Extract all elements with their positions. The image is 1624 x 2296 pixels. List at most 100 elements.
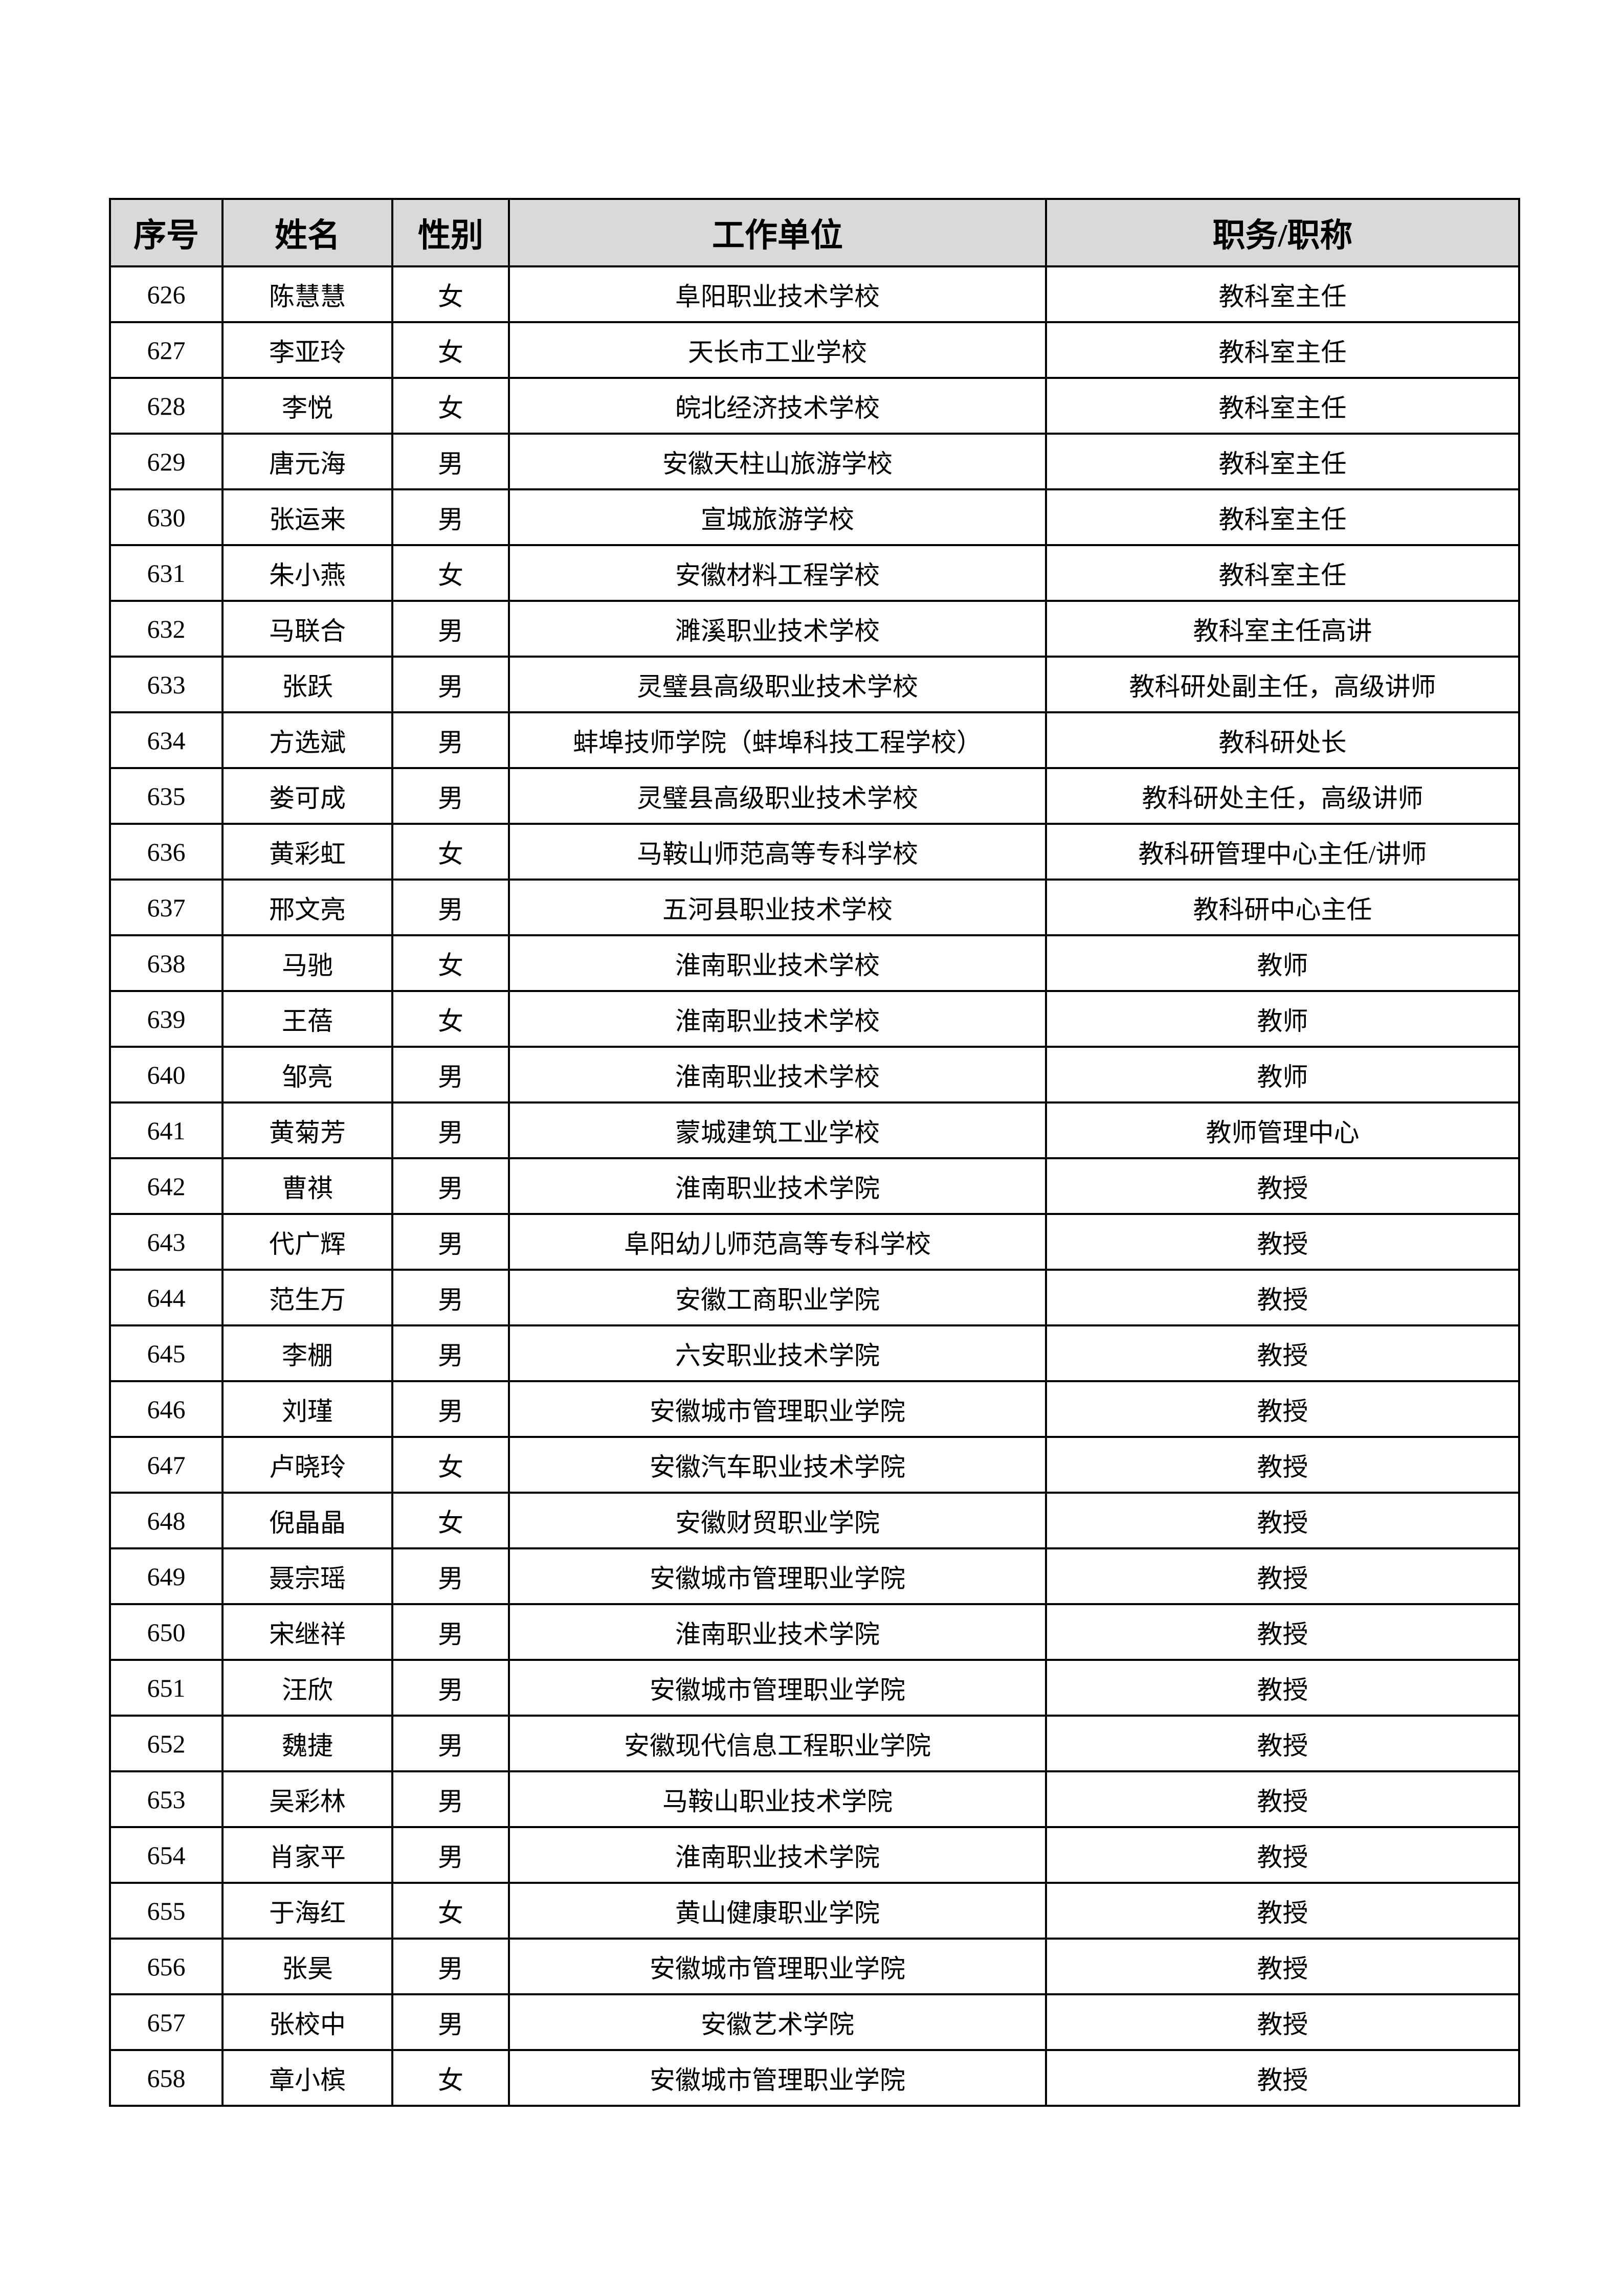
- header-workplace: 工作单位: [508, 198, 1047, 267]
- cell-gender: 男: [391, 1324, 510, 1382]
- table-row: 638 马驰女淮南职业技术学校 教师: [109, 934, 1520, 992]
- table-row: 633 张跃男灵璧县高级职业技术学校 教科研处副主任，高级讲师: [109, 656, 1520, 713]
- cell-title: 教授: [1045, 1993, 1520, 2051]
- cell-workplace: 濉溪职业技术学校: [508, 600, 1047, 658]
- cell-title: 教授: [1045, 1157, 1520, 1215]
- cell-name: 范生万: [221, 1269, 393, 1326]
- cell-title: 教科研处主任，高级讲师: [1045, 767, 1520, 825]
- cell-gender: 男: [391, 1157, 510, 1215]
- table-row: 642 曹祺男淮南职业技术学院 教授: [109, 1157, 1520, 1215]
- cell-gender: 女: [391, 265, 510, 323]
- cell-workplace: 六安职业技术学院: [508, 1324, 1047, 1382]
- table-row: 646 刘瑾男安徽城市管理职业学院 教授: [109, 1380, 1520, 1438]
- cell-workplace: 安徽天柱山旅游学校: [508, 433, 1047, 490]
- cell-workplace: 淮南职业技术学院: [508, 1603, 1047, 1661]
- cell-index: 650: [109, 1603, 224, 1661]
- table-row: 628 李悦女皖北经济技术学校 教科室主任: [109, 377, 1520, 435]
- cell-name: 黄彩虹: [221, 823, 393, 881]
- cell-title: 教授: [1045, 1826, 1520, 1884]
- cell-gender: 女: [391, 2049, 510, 2107]
- cell-index: 656: [109, 1938, 224, 1995]
- cell-name: 唐元海: [221, 433, 393, 490]
- cell-gender: 男: [391, 1380, 510, 1438]
- cell-workplace: 天长市工业学校: [508, 321, 1047, 379]
- cell-gender: 男: [391, 1547, 510, 1605]
- cell-index: 654: [109, 1826, 224, 1884]
- cell-workplace: 安徽现代信息工程职业学院: [508, 1715, 1047, 1772]
- cell-name: 马驰: [221, 934, 393, 992]
- cell-index: 653: [109, 1770, 224, 1828]
- table-row: 631 朱小燕女安徽材料工程学校 教科室主任: [109, 544, 1520, 602]
- cell-title: 教科室主任: [1045, 544, 1520, 602]
- cell-gender: 女: [391, 1882, 510, 1940]
- cell-name: 聂宗瑶: [221, 1547, 393, 1605]
- cell-index: 658: [109, 2049, 224, 2107]
- cell-workplace: 安徽城市管理职业学院: [508, 1380, 1047, 1438]
- cell-title: 教授: [1045, 1882, 1520, 1940]
- cell-gender: 女: [391, 1436, 510, 1494]
- header-row: 序号 姓名 性别 工作单位 职务/职称: [109, 198, 1520, 267]
- cell-name: 汪欣: [221, 1659, 393, 1717]
- table-row: 647 卢晓玲女安徽汽车职业技术学院 教授: [109, 1436, 1520, 1494]
- cell-gender: 男: [391, 1715, 510, 1772]
- cell-title: 教授: [1045, 1492, 1520, 1549]
- cell-index: 640: [109, 1046, 224, 1104]
- cell-workplace: 安徽城市管理职业学院: [508, 1659, 1047, 1717]
- cell-name: 倪晶晶: [221, 1492, 393, 1549]
- cell-title: 教科研管理中心主任/讲师: [1045, 823, 1520, 881]
- cell-title: 教科研中心主任: [1045, 879, 1520, 936]
- cell-workplace: 淮南职业技术学校: [508, 990, 1047, 1048]
- cell-name: 陈慧慧: [221, 265, 393, 323]
- cell-workplace: 蚌埠技师学院（蚌埠科技工程学校）: [508, 711, 1047, 769]
- table-row: 655 于海红女黄山健康职业学院 教授: [109, 1882, 1520, 1940]
- cell-title: 教科研处副主任，高级讲师: [1045, 656, 1520, 713]
- cell-workplace: 淮南职业技术学院: [508, 1157, 1047, 1215]
- table-row: 656 张昊男安徽城市管理职业学院 教授: [109, 1938, 1520, 1995]
- cell-workplace: 马鞍山师范高等专科学校: [508, 823, 1047, 881]
- table-row: 651 汪欣男安徽城市管理职业学院 教授: [109, 1659, 1520, 1717]
- cell-name: 李悦: [221, 377, 393, 435]
- table-row: 658 章小槟女安徽城市管理职业学院 教授: [109, 2049, 1520, 2107]
- cell-gender: 女: [391, 934, 510, 992]
- cell-name: 李亚玲: [221, 321, 393, 379]
- cell-title: 教授: [1045, 1659, 1520, 1717]
- cell-title: 教科室主任: [1045, 433, 1520, 490]
- cell-gender: 女: [391, 544, 510, 602]
- cell-name: 于海红: [221, 1882, 393, 1940]
- cell-index: 651: [109, 1659, 224, 1717]
- cell-title: 教师管理中心: [1045, 1101, 1520, 1159]
- cell-name: 李棚: [221, 1324, 393, 1382]
- table-row: 636 黄彩虹女马鞍山师范高等专科学校 教科研管理中心主任/讲师: [109, 823, 1520, 881]
- table-row: 629 唐元海男安徽天柱山旅游学校 教科室主任: [109, 433, 1520, 490]
- cell-title: 教授: [1045, 1380, 1520, 1438]
- table-row: 653 吴彩林男马鞍山职业技术学院 教授: [109, 1770, 1520, 1828]
- table-row: 630 张运来男宣城旅游学校 教科室主任: [109, 488, 1520, 546]
- table-row: 627 李亚玲女天长市工业学校 教科室主任: [109, 321, 1520, 379]
- cell-title: 教师: [1045, 990, 1520, 1048]
- cell-name: 张运来: [221, 488, 393, 546]
- cell-workplace: 安徽材料工程学校: [508, 544, 1047, 602]
- cell-name: 王蓓: [221, 990, 393, 1048]
- cell-index: 642: [109, 1157, 224, 1215]
- cell-title: 教授: [1045, 1938, 1520, 1995]
- cell-title: 教科室主任: [1045, 265, 1520, 323]
- cell-title: 教科室主任: [1045, 488, 1520, 546]
- table-row: 635 娄可成男灵璧县高级职业技术学校 教科研处主任，高级讲师: [109, 767, 1520, 825]
- cell-title: 教科室主任: [1045, 321, 1520, 379]
- cell-gender: 男: [391, 433, 510, 490]
- cell-index: 657: [109, 1993, 224, 2051]
- cell-workplace: 灵璧县高级职业技术学校: [508, 767, 1047, 825]
- cell-gender: 女: [391, 377, 510, 435]
- cell-title: 教授: [1045, 1603, 1520, 1661]
- cell-title: 教授: [1045, 1436, 1520, 1494]
- cell-title: 教授: [1045, 1547, 1520, 1605]
- header-title: 职务/职称: [1045, 198, 1520, 267]
- cell-gender: 男: [391, 1213, 510, 1271]
- table-row: 641 黄菊芳男蒙城建筑工业学校 教师管理中心: [109, 1101, 1520, 1159]
- table-row: 640 邹亮男淮南职业技术学校 教师: [109, 1046, 1520, 1104]
- cell-workplace: 淮南职业技术学院: [508, 1826, 1047, 1884]
- cell-workplace: 淮南职业技术学校: [508, 934, 1047, 992]
- cell-index: 638: [109, 934, 224, 992]
- header-gender: 性别: [391, 198, 510, 267]
- cell-index: 630: [109, 488, 224, 546]
